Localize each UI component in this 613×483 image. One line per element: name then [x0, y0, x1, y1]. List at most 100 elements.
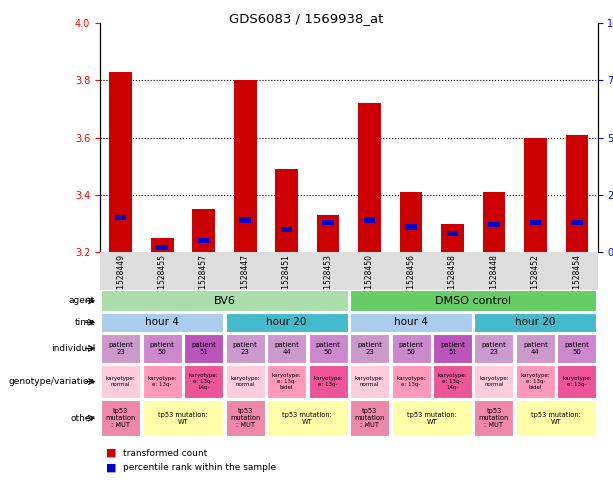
- Bar: [358, 103, 381, 252]
- Text: tp53 mutation:
WT: tp53 mutation: WT: [407, 412, 457, 425]
- Text: patient
51: patient 51: [191, 342, 216, 355]
- Bar: [571, 220, 582, 225]
- Bar: [240, 217, 251, 223]
- Bar: [109, 72, 132, 252]
- Bar: [101, 334, 140, 363]
- Text: tp53
mutation
: MUT: tp53 mutation : MUT: [479, 408, 509, 428]
- Text: patient
23: patient 23: [357, 342, 382, 355]
- Bar: [308, 334, 348, 363]
- Text: GSM1528455: GSM1528455: [158, 254, 167, 305]
- Text: hour 4: hour 4: [145, 317, 179, 327]
- Bar: [226, 365, 265, 398]
- Bar: [474, 365, 514, 398]
- Text: GDS6083 / 1569938_at: GDS6083 / 1569938_at: [229, 12, 384, 25]
- Bar: [433, 334, 472, 363]
- Bar: [489, 222, 500, 227]
- Text: tp53
mutation
: MUT: tp53 mutation : MUT: [105, 408, 136, 428]
- Bar: [405, 225, 417, 229]
- Text: patient
23: patient 23: [233, 342, 257, 355]
- Text: tp53
mutation
: MUT: tp53 mutation : MUT: [354, 408, 385, 428]
- Bar: [350, 313, 472, 332]
- Bar: [392, 365, 430, 398]
- Text: patient
50: patient 50: [565, 342, 589, 355]
- Bar: [226, 313, 348, 332]
- Text: karyotype:
e: 13q-
bidel: karyotype: e: 13q- bidel: [272, 373, 302, 390]
- Bar: [101, 313, 223, 332]
- Text: GSM1528448: GSM1528448: [489, 254, 498, 305]
- Bar: [516, 400, 596, 436]
- Bar: [482, 192, 505, 252]
- Bar: [275, 169, 298, 252]
- Text: genotype/variation: genotype/variation: [9, 377, 95, 386]
- Bar: [392, 334, 430, 363]
- Bar: [234, 81, 256, 252]
- Bar: [101, 400, 140, 436]
- Bar: [516, 365, 555, 398]
- Text: GSM1528458: GSM1528458: [448, 254, 457, 305]
- Bar: [226, 334, 265, 363]
- Bar: [192, 209, 215, 252]
- Text: hour 20: hour 20: [516, 317, 555, 327]
- Bar: [308, 365, 348, 398]
- Text: other: other: [70, 413, 95, 423]
- Text: patient
50: patient 50: [316, 342, 340, 355]
- Bar: [364, 217, 375, 223]
- Text: GSM1528447: GSM1528447: [240, 254, 249, 305]
- Text: DMSO control: DMSO control: [435, 296, 511, 306]
- Bar: [267, 365, 306, 398]
- Bar: [156, 245, 168, 250]
- Bar: [516, 334, 555, 363]
- Text: GSM1528452: GSM1528452: [531, 254, 540, 305]
- Text: patient
51: patient 51: [440, 342, 465, 355]
- Text: patient
50: patient 50: [398, 342, 424, 355]
- Text: GSM1528456: GSM1528456: [406, 254, 416, 305]
- Text: tp53 mutation:
WT: tp53 mutation: WT: [158, 412, 208, 425]
- Text: karyotype:
normal: karyotype: normal: [479, 376, 509, 387]
- Text: karyotype:
e: 13q-,
14q-: karyotype: e: 13q-, 14q-: [438, 373, 467, 390]
- Bar: [267, 400, 348, 436]
- Bar: [350, 365, 389, 398]
- Text: ■: ■: [106, 463, 116, 472]
- Text: GSM1528453: GSM1528453: [324, 254, 333, 305]
- Text: patient
23: patient 23: [482, 342, 506, 355]
- Text: agent: agent: [69, 297, 95, 305]
- Bar: [198, 238, 209, 243]
- Bar: [350, 334, 389, 363]
- Text: ■: ■: [106, 448, 116, 458]
- Bar: [566, 135, 588, 252]
- Bar: [557, 334, 596, 363]
- Text: patient
44: patient 44: [274, 342, 299, 355]
- Bar: [322, 220, 333, 225]
- Text: hour 20: hour 20: [267, 317, 306, 327]
- Bar: [226, 400, 265, 436]
- Text: karyotype:
e: 13q-: karyotype: e: 13q-: [147, 376, 177, 387]
- Text: GSM1528451: GSM1528451: [282, 254, 291, 305]
- Text: tp53
mutation
: MUT: tp53 mutation : MUT: [230, 408, 261, 428]
- Bar: [151, 238, 173, 252]
- Bar: [143, 365, 181, 398]
- Bar: [433, 365, 472, 398]
- Text: GSM1528449: GSM1528449: [116, 254, 125, 305]
- Text: transformed count: transformed count: [123, 449, 207, 457]
- Text: hour 4: hour 4: [394, 317, 428, 327]
- Bar: [317, 215, 340, 252]
- Bar: [281, 227, 292, 232]
- Bar: [524, 138, 547, 252]
- Text: patient
23: patient 23: [109, 342, 133, 355]
- Text: karyotype:
e: 13q-: karyotype: e: 13q-: [562, 376, 592, 387]
- Bar: [350, 290, 596, 312]
- Bar: [143, 400, 223, 436]
- Text: tp53 mutation:
WT: tp53 mutation: WT: [531, 412, 581, 425]
- Bar: [557, 365, 596, 398]
- Text: time: time: [74, 318, 95, 327]
- Text: GSM1528450: GSM1528450: [365, 254, 374, 305]
- Bar: [184, 365, 223, 398]
- Text: karyotype:
normal: karyotype: normal: [230, 376, 260, 387]
- Bar: [441, 224, 464, 252]
- Text: karyotype:
e: 13q-,
14q-: karyotype: e: 13q-, 14q-: [189, 373, 218, 390]
- Bar: [400, 192, 422, 252]
- Text: karyotype:
normal: karyotype: normal: [106, 376, 135, 387]
- Bar: [101, 365, 140, 398]
- Text: patient
44: patient 44: [523, 342, 548, 355]
- Bar: [474, 334, 514, 363]
